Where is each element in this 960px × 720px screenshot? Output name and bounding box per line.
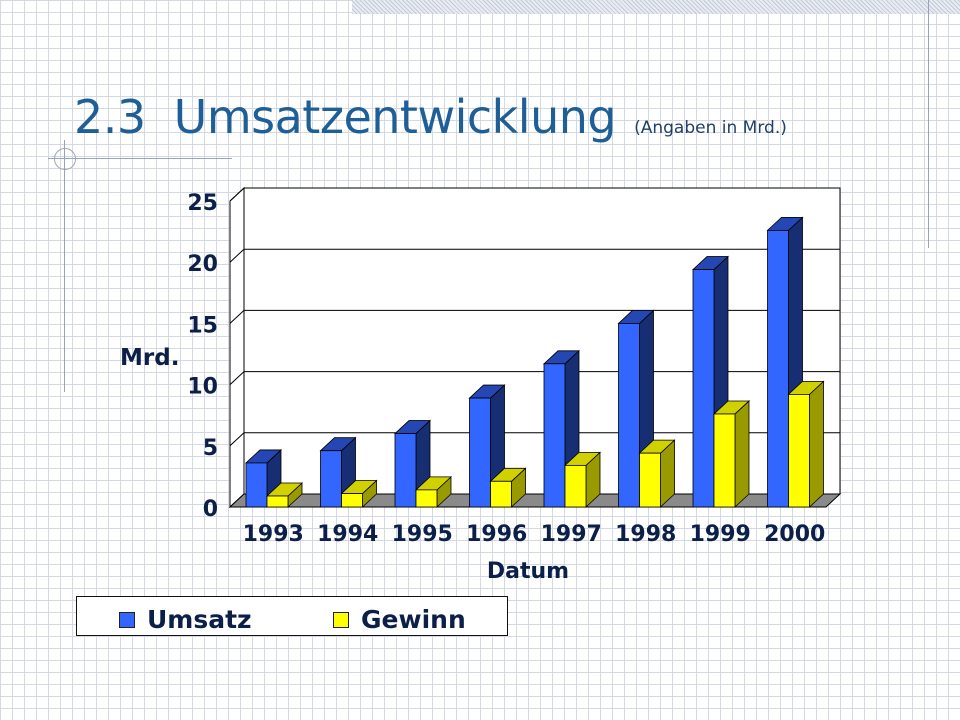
bar-front-face — [469, 397, 491, 508]
legend-label-umsatz: Umsatz — [147, 605, 252, 634]
bar-front-face — [692, 269, 715, 508]
bar-front-face — [713, 413, 736, 508]
legend-swatch-umsatz — [119, 611, 135, 628]
bars — [244, 216, 825, 508]
bar-gewinn-1994 — [340, 479, 378, 508]
y-tick-label: 0 — [203, 497, 218, 522]
legend: Umsatz Gewinn — [76, 596, 508, 636]
legend-label-gewinn: Gewinn — [361, 605, 466, 634]
bar-gewinn-1995 — [414, 475, 453, 508]
decor-left-line — [64, 140, 65, 392]
bar-gewinn-1997 — [563, 451, 602, 508]
bar-gewinn-1999 — [712, 400, 751, 508]
x-tick-label: 1998 — [615, 522, 676, 547]
legend-swatch-gewinn — [333, 611, 349, 628]
legend-item-gewinn: Gewinn — [333, 605, 466, 634]
legend-item-umsatz: Umsatz — [119, 605, 252, 634]
slide-subtitle: (Angaben in Mrd.) — [634, 118, 787, 138]
bar-front-face — [245, 462, 268, 508]
bar-front-face — [564, 464, 587, 508]
bar-side-face — [734, 400, 750, 508]
slide-title-text: Umsatzentwicklung — [173, 90, 617, 144]
y-tick-label: 10 — [187, 375, 218, 400]
decor-right-line — [928, 0, 929, 248]
bar-front-face — [415, 489, 438, 508]
bar-front-face — [266, 495, 289, 508]
x-tick-label: 1994 — [317, 522, 378, 547]
y-tick-labels: 0 5 10 15 20 25 — [187, 191, 218, 522]
plot-side-wall — [229, 186, 245, 509]
gridline — [229, 187, 840, 202]
bar-gewinn-2000 — [787, 380, 825, 508]
decor-corner-ring — [54, 148, 76, 170]
bar-front-face — [639, 452, 661, 508]
bar-gewinn-1998 — [638, 439, 676, 508]
bar-front-face — [490, 480, 512, 508]
x-tick-label: 1999 — [690, 522, 751, 547]
bar-front-face — [394, 433, 417, 508]
x-tick-label: 1997 — [541, 522, 602, 547]
gridline — [229, 248, 840, 263]
bar-front-face — [788, 393, 810, 508]
y-tick-label: 25 — [187, 191, 218, 216]
bar-front-face — [341, 493, 363, 508]
y-tick-label: 5 — [203, 436, 218, 461]
x-axis-label: Datum — [487, 559, 569, 584]
bar-front-face — [543, 363, 566, 508]
slide-title: 2.3 Umsatzentwicklung (Angaben in Mrd.) — [74, 90, 787, 144]
top-pattern-band — [352, 0, 960, 14]
bar-gewinn-1993 — [265, 482, 304, 508]
x-tick-label: 1995 — [392, 522, 453, 547]
bar-gewinn-1996 — [489, 467, 527, 508]
slide-number: 2.3 — [74, 90, 146, 144]
bar-front-face — [618, 322, 640, 508]
bar-side-face — [809, 380, 824, 508]
y-axis-label: Mrd. — [120, 345, 179, 371]
decor-title-line — [48, 158, 232, 159]
y-tick-label: 20 — [187, 252, 218, 277]
x-tick-labels: 1993 1994 1995 1996 1997 1998 1999 2000 — [243, 522, 826, 547]
bar-front-face — [767, 229, 789, 508]
x-tick-label: 1996 — [466, 522, 527, 547]
x-tick-label: 1993 — [243, 522, 304, 547]
bar-front-face — [320, 450, 342, 508]
y-tick-label: 15 — [187, 313, 218, 338]
x-tick-label: 2000 — [764, 522, 825, 547]
